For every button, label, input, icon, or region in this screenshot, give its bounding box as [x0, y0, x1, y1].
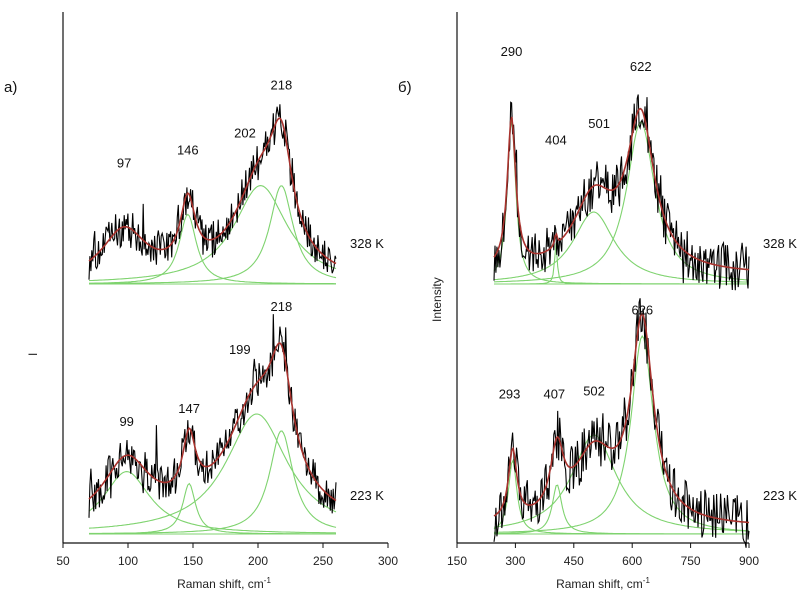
- peak-label-218: 218: [271, 299, 293, 314]
- x-tick-label: 750: [681, 554, 701, 568]
- panel-a-xlabel-text: Raman shift, cm: [177, 577, 264, 591]
- x-tick-label: 600: [622, 554, 642, 568]
- raw-spectrum-line: [493, 298, 750, 548]
- panel-a-xlabel: Raman shift, cm-1: [177, 576, 271, 591]
- fit-envelope-line: [88, 117, 337, 265]
- component-peak-146: [89, 213, 336, 285]
- component-peak-404: [494, 243, 749, 285]
- peak-label-202: 202: [234, 126, 256, 141]
- peak-label-290: 290: [501, 44, 523, 59]
- panel-b-xlabel: Raman shift, cm-1: [556, 576, 650, 591]
- fit-envelope-line: [88, 342, 337, 502]
- raw-spectrum-line: [493, 94, 750, 291]
- x-tick-label: 450: [564, 554, 584, 568]
- panel-a-xlabel-sup: -1: [264, 576, 272, 585]
- panel-a: а) I Raman shift, cm-1 50 100 150 200 250 300…: [4, 12, 398, 591]
- spectrum-328k: 97 146 202 218 328 K: [88, 78, 384, 285]
- panel-a-x-ticks: 50 100 150 200 250 300: [56, 543, 398, 568]
- component-peak-218: [89, 430, 337, 534]
- panel-a-label: а): [4, 79, 17, 96]
- spectrum-328k: 290 404 501 622 328 K: [493, 44, 797, 291]
- panel-b-xlabel-sup: -1: [643, 576, 651, 585]
- panel-b-ylabel: Intensity: [430, 277, 444, 322]
- component-peak-622: [494, 121, 750, 283]
- peak-label-501: 501: [588, 116, 610, 131]
- peak-label-293: 293: [499, 387, 521, 402]
- peak-label-407: 407: [543, 387, 565, 402]
- x-tick-label: 250: [313, 554, 333, 568]
- x-tick-label: 50: [56, 554, 70, 568]
- fit-envelope-line: [493, 312, 750, 524]
- peak-label-218: 218: [271, 78, 293, 93]
- x-tick-label: 200: [248, 554, 268, 568]
- panel-b-spectra: 290 404 501 622 328 K 293 407 502 626 223 K: [493, 44, 797, 548]
- panel-b-label: б): [398, 79, 412, 96]
- temperature-label: 328 K: [350, 236, 384, 251]
- peak-label-626: 626: [631, 303, 653, 318]
- x-tick-label: 300: [505, 554, 525, 568]
- peak-label-502: 502: [583, 383, 605, 398]
- panel-a-spectra: 97 146 202 218 328 K 99 147 199 218 223 K: [88, 78, 384, 535]
- component-peak-626: [494, 334, 750, 533]
- panel-a-ylabel: I: [26, 353, 40, 356]
- component-peak-218: [89, 185, 337, 285]
- x-tick-label: 150: [183, 554, 203, 568]
- component-peak-502: [493, 434, 749, 532]
- component-peak-290: [493, 118, 749, 285]
- peak-label-146: 146: [177, 142, 199, 157]
- spectrum-223k: 99 147 199 218 223 K: [88, 299, 384, 535]
- peak-label-199: 199: [229, 342, 251, 357]
- x-tick-label: 900: [739, 554, 759, 568]
- x-tick-label: 150: [447, 554, 467, 568]
- x-tick-label: 300: [378, 554, 398, 568]
- temperature-label: 328 K: [763, 236, 797, 251]
- peak-label-97: 97: [117, 156, 131, 171]
- raw-spectrum-line: [88, 314, 337, 518]
- peak-label-147: 147: [178, 401, 200, 416]
- x-tick-label: 100: [118, 554, 138, 568]
- panel-b-x-ticks: 150 300 450 600 750 900: [447, 543, 759, 568]
- peak-label-404: 404: [545, 133, 567, 148]
- spectrum-223k: 293 407 502 626 223 K: [493, 298, 797, 548]
- panel-b-xlabel-text: Raman shift, cm: [556, 577, 643, 591]
- panel-b: б) Intensity Raman shift, cm-1 150 300 450…: [398, 12, 797, 591]
- component-peak-199: [88, 413, 337, 529]
- component-peak-293: [493, 458, 749, 535]
- component-peak-147: [89, 482, 336, 535]
- fit-envelope-line: [493, 107, 750, 271]
- peak-label-622: 622: [630, 59, 652, 74]
- component-peak-202: [88, 185, 337, 282]
- raw-spectrum-line: [88, 104, 337, 280]
- temperature-label: 223 K: [763, 488, 797, 503]
- temperature-label: 223 K: [350, 488, 384, 503]
- peak-label-99: 99: [119, 414, 133, 429]
